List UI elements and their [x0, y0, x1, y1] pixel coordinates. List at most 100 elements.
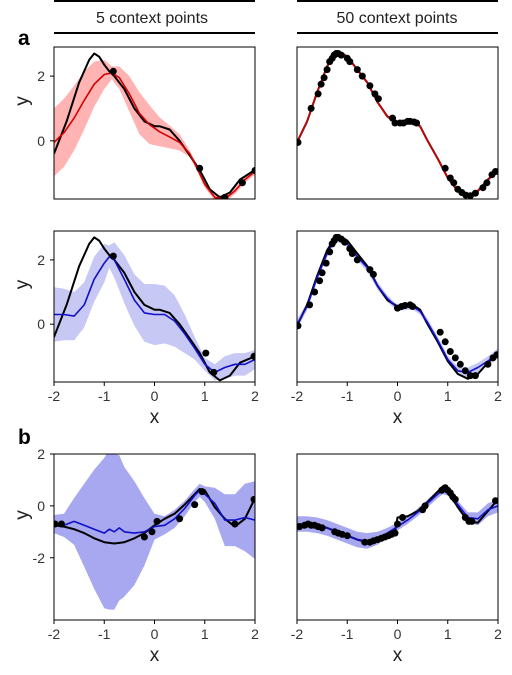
context-point	[401, 302, 409, 309]
context-point	[358, 72, 366, 80]
context-point	[346, 58, 354, 66]
context-point	[250, 352, 255, 360]
context-point	[492, 168, 498, 175]
context-point	[451, 354, 459, 362]
x-axis-label: x	[150, 407, 160, 428]
context-point	[318, 524, 326, 532]
predicted-mean-line	[54, 255, 255, 374]
panel-a-np-5: 0 2 -2 -1 0 1 2 x y	[12, 230, 259, 428]
context-point	[323, 66, 331, 74]
context-point	[421, 502, 429, 510]
context-point	[391, 119, 399, 127]
context-point	[297, 138, 302, 146]
y-tick-label: 0	[37, 133, 45, 149]
context-point	[451, 495, 459, 503]
x-tick-label: 1	[444, 388, 452, 404]
y-tick-label: 0	[37, 498, 45, 514]
x-tick-label: 2	[494, 626, 502, 642]
context-point	[456, 360, 464, 368]
context-point	[348, 250, 356, 257]
x-tick-label: 0	[151, 388, 159, 404]
axes-frame	[296, 453, 499, 621]
context-point	[326, 248, 334, 256]
context-point	[483, 179, 491, 187]
plot-area	[297, 484, 498, 549]
context-point	[361, 538, 369, 546]
context-point	[320, 74, 328, 82]
context-point	[492, 497, 498, 505]
predicted-mean-line	[54, 489, 255, 534]
y-axis-label: y	[12, 96, 33, 106]
context-point	[479, 184, 487, 192]
context-point	[366, 266, 374, 274]
context-point	[450, 179, 458, 187]
context-point	[109, 252, 117, 260]
context-point	[109, 67, 117, 75]
y-axis-label: y	[12, 279, 33, 289]
context-point	[196, 164, 204, 172]
context-point	[471, 189, 479, 197]
context-point	[148, 528, 156, 536]
x-tick-label: -2	[48, 388, 61, 404]
context-point	[221, 193, 229, 199]
x-tick-label: -2	[291, 626, 304, 642]
plot-area	[54, 454, 255, 610]
context-point	[231, 520, 239, 528]
x-tick-label: -1	[341, 388, 354, 404]
x-tick-label: 2	[251, 388, 259, 404]
context-point	[307, 104, 315, 112]
context-point	[446, 348, 454, 355]
context-point	[191, 501, 199, 509]
context-point	[461, 367, 469, 375]
y-tick-label: 2	[37, 446, 45, 462]
context-point	[54, 520, 59, 528]
panel-a-gp-50	[296, 46, 499, 200]
context-point	[391, 529, 399, 537]
plot-area	[54, 236, 255, 382]
context-point	[471, 372, 479, 380]
context-point	[371, 90, 379, 98]
panel-b-np-5: -2 0 2 -2 -1 0 1 2 x y	[12, 446, 259, 666]
context-point	[341, 238, 349, 246]
context-point	[493, 351, 498, 359]
x-tick-label: 1	[201, 388, 209, 404]
uncertainty-band	[54, 242, 255, 381]
context-point	[353, 66, 361, 74]
context-point	[322, 259, 330, 267]
y-tick-label: 2	[37, 68, 45, 84]
ground-truth-line	[54, 52, 255, 199]
x-axis-label: x	[150, 645, 160, 666]
x-tick-label: -2	[48, 626, 61, 642]
x-tick-label: 2	[494, 388, 502, 404]
context-point	[353, 256, 361, 264]
context-point	[317, 80, 325, 88]
context-point	[316, 277, 324, 285]
context-point	[238, 179, 246, 187]
context-point	[250, 495, 255, 503]
column-title-50: 50 context points	[337, 10, 458, 27]
x-tick-label: 2	[251, 626, 259, 642]
context-point	[413, 119, 421, 127]
uncertainty-band	[54, 454, 255, 610]
x-tick-label: 1	[444, 626, 452, 642]
context-point	[176, 515, 184, 523]
context-point	[394, 520, 401, 528]
y-tick-label: -2	[33, 550, 46, 566]
context-point	[399, 514, 406, 521]
x-axis-label: x	[393, 407, 403, 428]
context-point	[251, 167, 255, 174]
plot-area	[297, 50, 498, 199]
uncertainty-band	[54, 59, 255, 199]
context-point	[374, 95, 382, 103]
context-point	[441, 338, 449, 346]
x-tick-label: 0	[394, 626, 402, 642]
panel-a-gp-5: 0 2 y	[12, 46, 256, 200]
context-point	[484, 360, 492, 368]
context-point	[446, 174, 454, 182]
context-point	[297, 322, 302, 330]
context-point	[337, 51, 345, 59]
context-point	[318, 269, 326, 277]
x-tick-label: 0	[151, 626, 159, 642]
panel-b-np-50: -2 -1 0 1 2 x	[291, 453, 502, 666]
x-tick-label: -1	[341, 626, 354, 642]
